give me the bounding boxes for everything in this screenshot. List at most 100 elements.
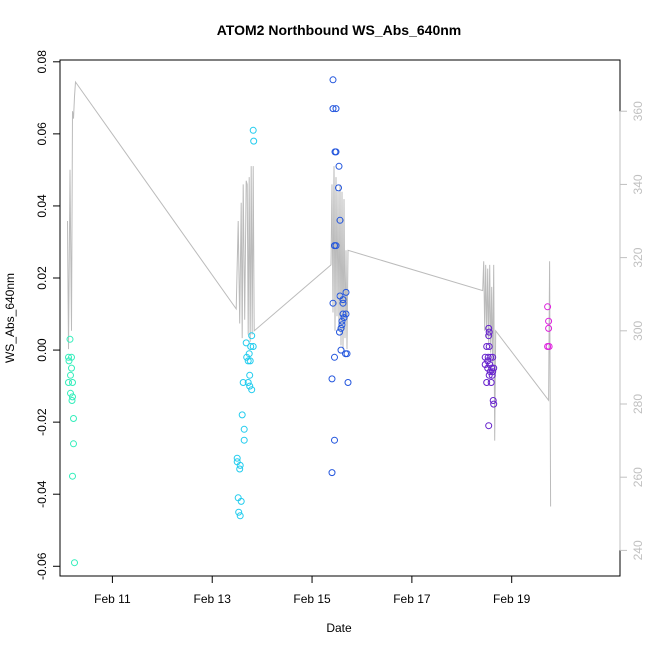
- y-tick-label: 0.02: [35, 266, 49, 290]
- data-point-s1-12: [246, 371, 254, 379]
- y2-tick-label: 280: [631, 394, 645, 414]
- data-point-s2-21: [336, 328, 343, 336]
- data-point-s2-10: [342, 288, 350, 296]
- y2-tick-label: 300: [631, 320, 645, 340]
- data-point-s3-0: [485, 324, 493, 332]
- y-tick-label: 0.04: [35, 194, 49, 218]
- x-tick-label: Feb 13: [194, 592, 232, 606]
- data-point-s3-8: [489, 353, 497, 361]
- data-point-s2-18: [338, 317, 346, 325]
- plot-frame: [59, 59, 621, 577]
- data-point-s0-9: [69, 393, 76, 401]
- data-point-s3-3: [483, 343, 491, 350]
- y2-tick-label: 340: [631, 174, 645, 194]
- data-point-s0-7: [69, 379, 76, 386]
- data-point-s0-14: [71, 559, 78, 567]
- data-point-s1-18: [233, 454, 241, 462]
- data-point-s1-11: [244, 379, 252, 386]
- y-tick-label: -0.02: [35, 408, 49, 436]
- data-point-s3-14: [490, 364, 498, 372]
- data-point-s2-0: [329, 76, 337, 84]
- data-point-s1-8: [246, 357, 254, 365]
- data-point-s2-25: [331, 353, 338, 361]
- y2-tick-label: 360: [631, 101, 645, 121]
- y2-tick-label: 320: [631, 247, 645, 267]
- data-point-s2-4: [332, 148, 340, 156]
- y2-tick-label: 260: [631, 467, 645, 487]
- data-point-s0-3: [68, 353, 75, 361]
- data-point-s1-7: [243, 353, 251, 361]
- x-tick-label: Feb 15: [293, 592, 331, 606]
- data-point-s0-10: [68, 397, 76, 404]
- x-axis: Feb 11 Feb 13 Feb 15 Feb 17 Feb 19: [94, 575, 531, 606]
- data-point-s3-16: [489, 368, 497, 376]
- data-point-s2-26: [328, 375, 336, 383]
- data-point-s3-11: [486, 361, 494, 368]
- data-point-s2-1: [329, 105, 337, 113]
- data-point-s1-25: [236, 512, 244, 520]
- data-point-s2-7: [336, 216, 344, 224]
- data-point-s2-15: [339, 310, 347, 318]
- chart-title: ATOM2 Northbound WS_Abs_640nm: [217, 22, 462, 38]
- data-point-s2-12: [339, 296, 347, 304]
- secondary-axis-line: [67, 80, 552, 507]
- data-point-s1-24: [235, 508, 243, 516]
- data-point-s1-4: [247, 343, 255, 350]
- data-point-s2-17: [340, 314, 348, 322]
- x-axis-label: Date: [326, 621, 352, 635]
- data-point-s2-24: [343, 350, 351, 358]
- data-point-s4-4: [545, 343, 553, 350]
- data-point-s3-2: [485, 332, 493, 340]
- data-point-s2-27: [344, 379, 352, 386]
- y-tick-label: -0.06: [35, 552, 49, 580]
- data-point-s2-22: [337, 346, 345, 354]
- data-point-s0-5: [67, 371, 74, 379]
- data-point-s0-12: [70, 440, 77, 448]
- data-point-s3-4: [485, 343, 493, 350]
- data-point-s3-19: [483, 379, 491, 386]
- x-tick-label: Feb 17: [393, 592, 431, 606]
- data-point-s0-8: [67, 389, 74, 397]
- data-point-s1-1: [250, 137, 258, 145]
- data-point-s0-11: [70, 415, 77, 422]
- data-point-s2-20: [337, 324, 345, 332]
- data-point-s1-0: [249, 126, 257, 134]
- data-point-s1-21: [236, 465, 244, 473]
- data-point-s2-6: [335, 184, 342, 192]
- x-tick-label: Feb 19: [493, 592, 531, 606]
- data-point-s2-14: [339, 299, 347, 307]
- data-point-s1-2: [248, 332, 256, 340]
- data-point-s1-15: [238, 411, 246, 419]
- data-point-s1-13: [246, 382, 254, 390]
- data-point-s3-1: [485, 328, 493, 336]
- data-point-s2-28: [331, 436, 338, 444]
- data-point-s1-3: [242, 339, 250, 347]
- data-point-s0-6: [65, 379, 72, 386]
- y-tick-label: 0.06: [35, 122, 49, 146]
- secondary-line-layer: [67, 80, 552, 507]
- data-point-s4-2: [545, 324, 553, 332]
- data-point-s3-6: [484, 353, 492, 361]
- data-point-s1-10: [239, 379, 247, 386]
- data-point-s0-4: [68, 364, 75, 372]
- data-point-s2-9: [332, 242, 340, 250]
- data-point-s3-21: [489, 397, 497, 404]
- data-point-s0-1: [65, 353, 72, 361]
- data-point-s1-9: [244, 357, 252, 365]
- points-layer: [65, 76, 553, 567]
- data-point-s4-0: [544, 303, 552, 311]
- data-point-s2-29: [328, 469, 336, 477]
- data-point-s3-23: [485, 422, 493, 430]
- x-tick-label: Feb 11: [94, 592, 131, 606]
- data-point-s4-1: [545, 317, 553, 325]
- data-point-s1-16: [240, 425, 248, 433]
- data-point-s2-19: [338, 321, 346, 329]
- data-point-s3-17: [485, 371, 493, 379]
- data-point-s2-16: [342, 310, 350, 318]
- data-point-s3-20: [487, 379, 495, 386]
- y-tick-label: -0.04: [35, 480, 49, 508]
- y-axis-label: WS_Abs_640nm: [3, 273, 17, 363]
- data-point-s2-13: [329, 299, 337, 307]
- data-point-s3-13: [488, 364, 496, 372]
- data-point-s2-2: [332, 105, 340, 113]
